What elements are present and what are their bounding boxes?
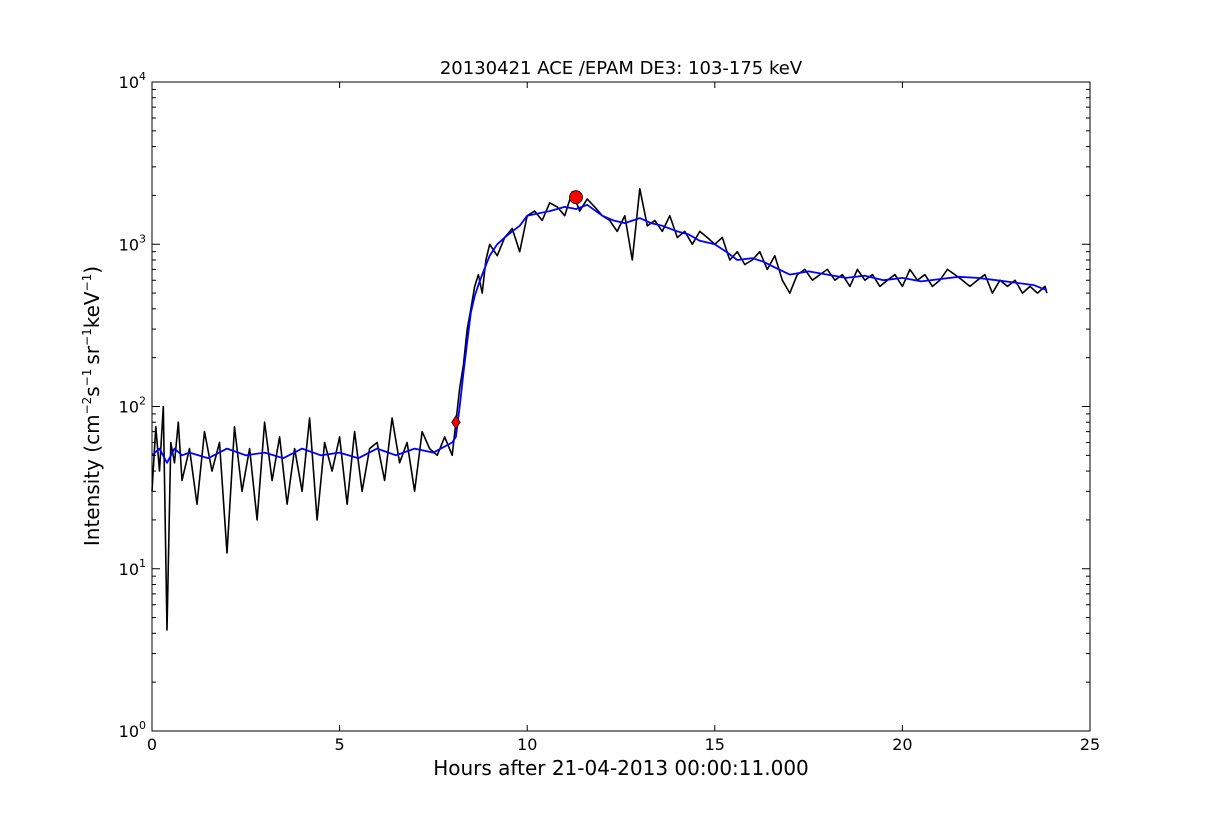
x-axis-label: Hours after 21-04-2013 00:00:11.000 [433, 756, 809, 780]
y-tick-label: 103 [119, 232, 146, 254]
data-layer [151, 187, 1048, 631]
marker-circle [569, 190, 583, 205]
series-line-1 [151, 203, 1048, 464]
x-tick-label: 5 [335, 735, 345, 754]
y-label-exp-cm: −2 [80, 397, 94, 415]
y-label-s: s [80, 386, 104, 396]
y-label-main: Intensity (cm [80, 414, 104, 546]
y-tick-label: 104 [119, 70, 146, 92]
marker-diamond [451, 414, 461, 430]
x-tick-label: 10 [517, 735, 537, 754]
x-tick-label: 25 [1080, 735, 1100, 754]
x-tick-label: 15 [705, 735, 725, 754]
y-label-kev: keV [80, 291, 104, 328]
x-axis-ticks: 0 5 10 15 20 25 [147, 82, 1100, 754]
marker-layer [451, 190, 583, 430]
chart-title: 20130421 ACE /EPAM DE3: 103-175 keV [440, 58, 803, 79]
y-tick-label: 102 [119, 395, 146, 417]
y-label-sr: sr [80, 345, 104, 364]
y-label-close: ) [80, 266, 104, 274]
series-line-0 [151, 187, 1048, 631]
y-label-exp-s: −1 [80, 369, 94, 387]
y-label-exp-sr: −1 [80, 328, 94, 346]
y-tick-label: 100 [119, 719, 146, 741]
y-tick-label: 101 [119, 557, 146, 579]
y-label-exp-kev: −1 [80, 274, 94, 292]
y-axis-ticks: 100 101 102 103 104 [119, 70, 1090, 741]
x-tick-label: 20 [892, 735, 912, 754]
x-tick-label: 0 [147, 735, 157, 754]
y-axis-label: Intensity (cm−2s−1sr−1keV−1) [80, 266, 104, 546]
